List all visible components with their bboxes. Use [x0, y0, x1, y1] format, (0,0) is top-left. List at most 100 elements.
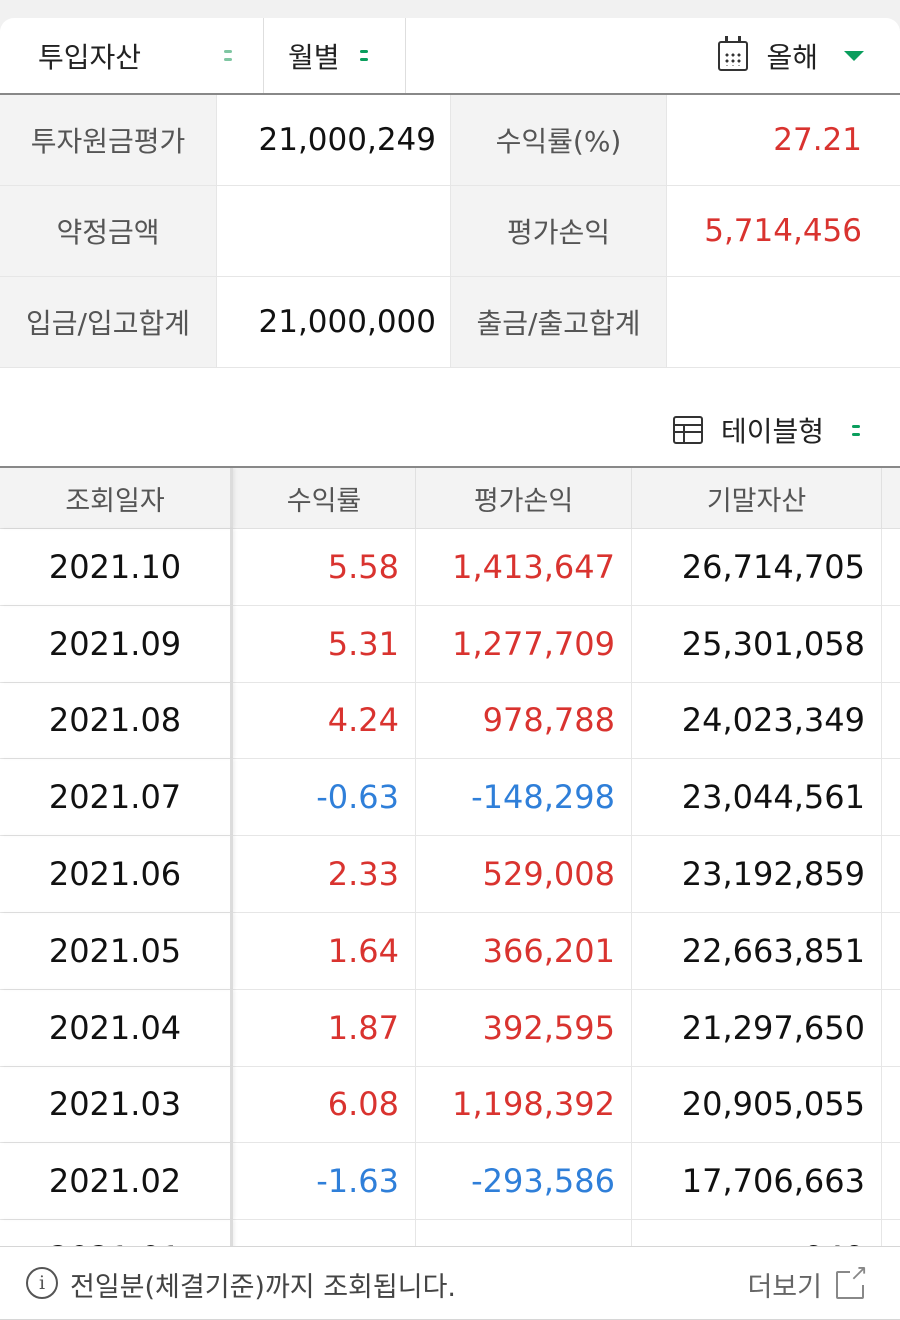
- header-rate: 수익률: [233, 468, 416, 528]
- cell-extra: [882, 529, 900, 605]
- footer-notice: 전일분(체결기준)까지 조회됩니다.: [70, 1272, 456, 1303]
- cell-rate: -0.63: [233, 759, 416, 836]
- summary-row: 투자원금평가 21,000,249 수익률(%) 27.21: [0, 95, 900, 186]
- cell-pnl: 529,008: [416, 836, 632, 912]
- cell-date: 2021.09: [0, 605, 233, 682]
- summary-label: 투자원금평가: [0, 95, 217, 185]
- table-row[interactable]: 2021.09 5.31 1,277,709 25,301,058: [0, 605, 900, 683]
- cell-date: 2021.04: [0, 989, 233, 1066]
- period-type-label: 월별: [288, 40, 340, 74]
- summary-row: 약정금액 평가손익 5,714,456: [0, 186, 900, 277]
- table-row[interactable]: 2021.05 1.64 366,201 22,663,851: [0, 912, 900, 990]
- summary-value: 21,000,249: [258, 122, 437, 158]
- table-row[interactable]: 2021.06 2.33 529,008 23,192,859: [0, 836, 900, 913]
- cell-end-assets: 25,301,058: [632, 605, 882, 682]
- cell-end-assets: 20,905,055: [632, 1066, 882, 1143]
- selector-dots-icon: [360, 46, 370, 64]
- filter-bar-panel: 투입자산 월별 올해: [0, 18, 900, 95]
- view-mode-label: 테이블형: [720, 415, 824, 448]
- cell-rate: -1.63: [233, 1143, 416, 1220]
- cell-rate: 5.58: [233, 529, 416, 605]
- summary-value: 5,714,456: [704, 213, 862, 249]
- more-label: 더보기: [747, 1272, 822, 1303]
- summary-label: 수익률(%): [450, 95, 667, 185]
- caret-down-icon: [844, 50, 864, 61]
- cell-date: 2021.08: [0, 682, 233, 759]
- summary-value: 21,000,000: [258, 304, 437, 340]
- monthly-returns-table: 조회일자 수익률 평가손익 기말자산 2021.10 5.58 1,413,647 2…: [0, 466, 900, 1248]
- cell-end-assets: 23,044,561: [632, 759, 882, 836]
- selector-dots-icon: [852, 421, 862, 439]
- cell-extra: [882, 1143, 900, 1219]
- cell-extra: [882, 1067, 900, 1143]
- cell-rate: 6.08: [233, 1066, 416, 1143]
- cell-rate: 1.87: [233, 989, 416, 1066]
- cell-extra: [882, 913, 900, 989]
- cell-pnl: 392,595: [416, 989, 632, 1066]
- calendar-icon: [718, 35, 749, 71]
- table-row[interactable]: 2021.10 5.58 1,413,647 26,714,705: [0, 529, 900, 606]
- cell-extra: [882, 606, 900, 682]
- header-extra: [882, 468, 900, 528]
- cell-pnl: [416, 1220, 632, 1248]
- table-row[interactable]: 2021.01 ...949: [0, 1220, 900, 1248]
- cell-end-assets: 17,706,663: [632, 1143, 882, 1220]
- cell-date: 2021.03: [0, 1066, 233, 1143]
- cell-date: 2021.10: [0, 529, 233, 605]
- cell-end-assets: 23,192,859: [632, 836, 882, 912]
- selector-dots-icon: [224, 46, 234, 64]
- cell-date: 2021.02: [0, 1143, 233, 1220]
- summary-label: 입금/입고합계: [0, 277, 217, 367]
- cell-date: 2021.06: [0, 836, 233, 912]
- table-icon: [672, 416, 703, 444]
- asset-selector-label: 투입자산: [38, 40, 142, 74]
- cell-rate: 2.33: [233, 836, 416, 912]
- cell-rate: 5.31: [233, 605, 416, 682]
- view-mode-toggle[interactable]: 테이블형: [672, 408, 862, 452]
- cell-pnl: 1,198,392: [416, 1066, 632, 1143]
- info-icon: i: [26, 1267, 58, 1299]
- more-link[interactable]: 더보기: [747, 1262, 868, 1304]
- table-row[interactable]: 2021.07 -0.63 -148,298 23,044,561: [0, 759, 900, 837]
- summary-value: [667, 277, 900, 367]
- cell-date: 2021.01: [0, 1220, 233, 1248]
- cell-rate: [233, 1220, 416, 1248]
- cell-rate: 1.64: [233, 912, 416, 989]
- header-date: 조회일자: [0, 468, 233, 528]
- cell-pnl: -293,586: [416, 1143, 632, 1220]
- summary-value: [217, 186, 450, 276]
- cell-date: 2021.05: [0, 912, 233, 989]
- cell-pnl: 978,788: [416, 682, 632, 759]
- cell-extra: [882, 990, 900, 1066]
- summary-label: 평가손익: [450, 186, 667, 276]
- cell-end-assets: 22,663,851: [632, 912, 882, 989]
- cell-end-assets: 21,297,650: [632, 989, 882, 1066]
- cell-pnl: 1,413,647: [416, 529, 632, 605]
- table-row[interactable]: 2021.08 4.24 978,788 24,023,349: [0, 682, 900, 760]
- cell-pnl: -148,298: [416, 759, 632, 836]
- period-type-selector[interactable]: 월별: [264, 18, 406, 93]
- external-link-icon: [836, 1262, 868, 1299]
- period-range-dropdown[interactable]: 올해: [718, 18, 864, 93]
- cell-extra: [882, 1220, 900, 1248]
- summary-value: 27.21: [773, 122, 862, 158]
- top-filter-bar: 투입자산 월별 올해: [0, 0, 900, 95]
- cell-date: 2021.07: [0, 759, 233, 836]
- asset-selector[interactable]: 투입자산: [0, 18, 264, 93]
- cell-extra: [882, 759, 900, 835]
- header-pnl: 평가손익: [416, 468, 632, 528]
- table-body[interactable]: 2021.10 5.58 1,413,647 26,714,705 2021.09 5.3…: [0, 529, 900, 1248]
- cell-pnl: 1,277,709: [416, 605, 632, 682]
- cell-end-assets: 26,714,705: [632, 529, 882, 605]
- summary-panel: 투자원금평가 21,000,249 수익률(%) 27.21 약정금액 평가손익 5,714…: [0, 95, 900, 368]
- cell-end-assets: 24,023,349: [632, 682, 882, 759]
- cell-rate: 4.24: [233, 682, 416, 759]
- table-row[interactable]: 2021.02 -1.63 -293,586 17,706,663: [0, 1143, 900, 1221]
- footer-bar: i 전일분(체결기준)까지 조회됩니다. 더보기: [0, 1246, 900, 1320]
- summary-label: 출금/출고합계: [450, 277, 667, 367]
- cell-extra: [882, 683, 900, 759]
- cell-pnl: 366,201: [416, 912, 632, 989]
- header-end-assets: 기말자산: [632, 468, 882, 528]
- table-row[interactable]: 2021.03 6.08 1,198,392 20,905,055: [0, 1066, 900, 1144]
- table-row[interactable]: 2021.04 1.87 392,595 21,297,650: [0, 989, 900, 1067]
